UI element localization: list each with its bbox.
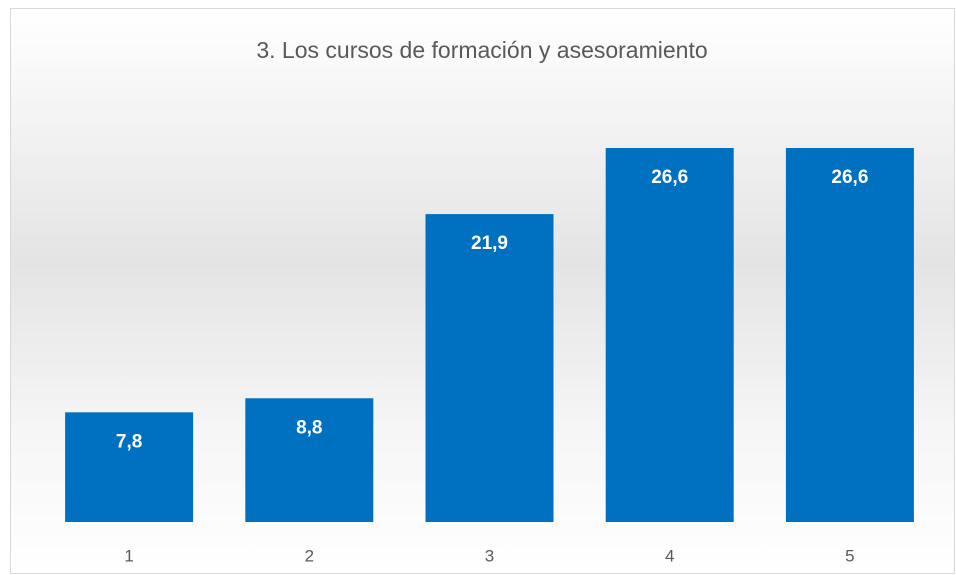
x-tick-label: 2	[305, 546, 314, 565]
value-label: 26,6	[651, 167, 688, 188]
value-label: 21,9	[471, 233, 508, 254]
value-label: 8,8	[296, 417, 322, 438]
value-label: 7,8	[116, 431, 142, 452]
x-tick-label: 5	[845, 546, 854, 565]
bar	[245, 398, 374, 522]
x-tick-label: 1	[124, 546, 133, 565]
bar	[425, 214, 554, 522]
bar	[605, 148, 734, 522]
chart-title: 3. Los cursos de formación y asesoramien…	[256, 37, 707, 63]
x-tick-label: 3	[485, 546, 494, 565]
value-label: 26,6	[831, 167, 868, 188]
bar	[65, 412, 194, 522]
x-tick-label: 4	[665, 546, 674, 565]
bar	[785, 148, 914, 522]
